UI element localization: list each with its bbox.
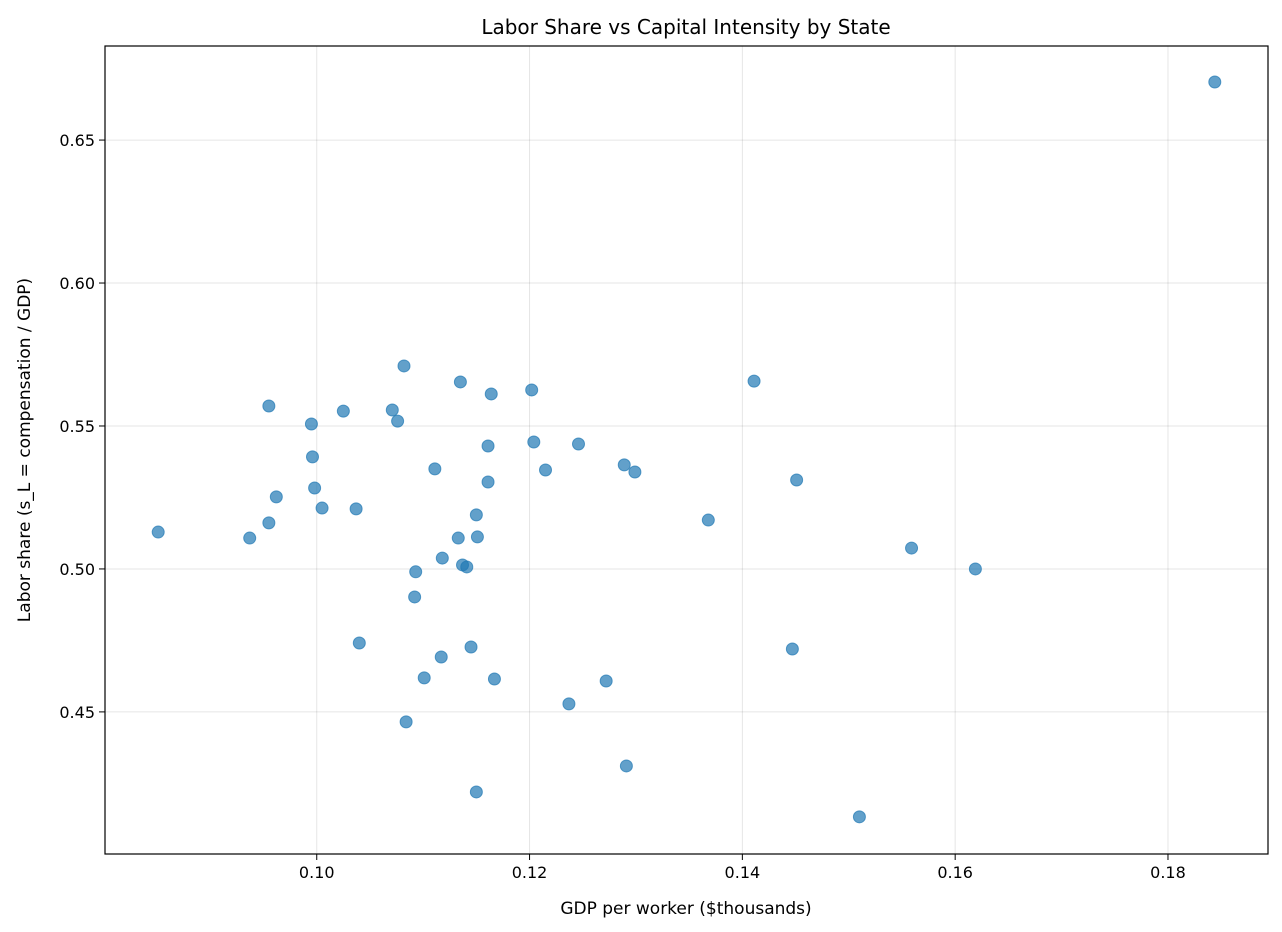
data-point [1208,75,1222,89]
x-axis: 0.10 0.12 0.14 0.16 0.18 [299,854,1186,882]
y-axis-label: Labor share (s_L = compensation / GDP) [15,278,35,622]
data-point [525,383,539,397]
data-point [599,674,613,688]
data-point [428,462,442,476]
data-point [469,508,483,522]
data-point [617,458,631,472]
x-axis-label: GDP per worker ($thousands) [560,899,811,919]
data-point [262,516,276,530]
data-point [852,810,866,824]
x-tick-label: 0.12 [512,863,548,882]
data-point [151,525,165,539]
data-point [747,374,761,388]
x-tick-label: 0.14 [725,863,761,882]
data-point [262,399,276,413]
y-tick-label: 0.45 [59,703,95,722]
data-point [469,785,483,799]
y-tick-label: 0.60 [59,274,95,293]
chart-title: Labor Share vs Capital Intensity by Stat… [481,15,890,39]
data-point [539,463,553,477]
y-tick-label: 0.65 [59,131,95,150]
data-point [349,502,363,516]
data-point [397,359,411,373]
y-axis: 0.45 0.50 0.55 0.60 0.65 [59,131,105,722]
data-point [435,551,449,565]
plot-frame [104,45,1269,855]
data-point [417,671,431,685]
data-point [701,513,715,527]
data-point [619,759,633,773]
grid [105,46,1268,854]
data-point [527,435,541,449]
data-point [336,404,350,418]
data-point [385,403,399,417]
data-point [968,562,982,576]
data-point [470,530,484,544]
data-point [453,375,467,389]
x-tick-label: 0.10 [299,863,335,882]
data-point [487,672,501,686]
data-point [308,481,322,495]
x-tick-label: 0.18 [1150,863,1186,882]
data-point [562,697,576,711]
data-point [399,715,413,729]
data-point [481,439,495,453]
data-point [905,541,919,555]
data-point [269,490,283,504]
data-point [571,437,585,451]
data-point [409,565,423,579]
data-point [434,650,448,664]
data-point [391,414,405,428]
x-tick-label: 0.16 [937,863,973,882]
data-point [315,501,329,515]
y-tick-label: 0.50 [59,560,95,579]
data-point [304,417,318,431]
data-point [352,636,366,650]
data-point [460,560,474,574]
data-point [464,640,478,654]
data-point [481,475,495,489]
data-point [785,642,799,656]
y-tick-label: 0.55 [59,417,95,436]
data-points [151,75,1222,824]
data-point [484,387,498,401]
data-point [408,590,422,604]
data-point [628,465,642,479]
data-point [305,450,319,464]
data-point [790,473,804,487]
data-point [451,531,465,545]
data-point [243,531,257,545]
